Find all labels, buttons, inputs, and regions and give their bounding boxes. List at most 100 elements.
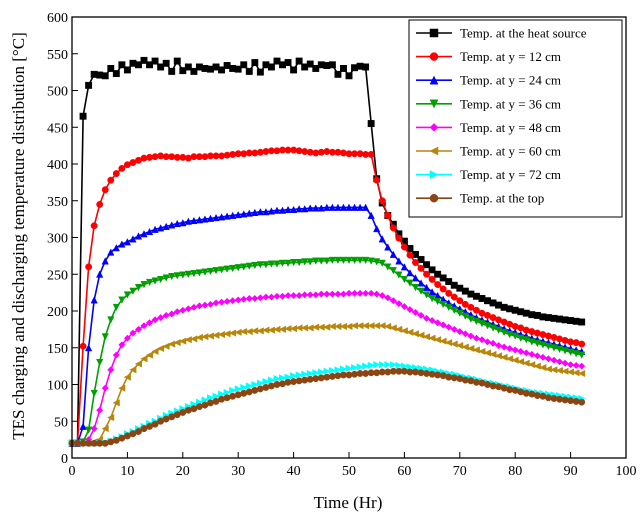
data-point (406, 251, 414, 259)
data-point (328, 61, 336, 69)
data-point (96, 406, 104, 414)
data-point (245, 209, 253, 217)
data-point (429, 123, 439, 132)
data-point (228, 329, 237, 337)
data-point (234, 296, 242, 304)
data-point (107, 176, 115, 184)
data-point (539, 353, 547, 361)
data-point (118, 240, 126, 248)
data-point (555, 366, 563, 375)
data-point (334, 203, 342, 211)
data-point (528, 361, 536, 369)
data-point (456, 341, 464, 350)
data-point (406, 305, 414, 314)
data-point (395, 325, 403, 333)
data-point (356, 256, 364, 265)
data-point (367, 361, 375, 369)
data-point (334, 290, 342, 298)
data-point (184, 336, 192, 344)
data-point (555, 345, 564, 353)
data-point (434, 270, 442, 278)
data-point (544, 365, 552, 373)
data-point (467, 303, 475, 311)
data-point (433, 336, 442, 344)
data-point (162, 222, 170, 230)
data-point (201, 301, 209, 309)
y-tick-label: 350 (47, 195, 68, 210)
y-tick-label: 200 (47, 305, 68, 320)
data-point (190, 335, 198, 343)
data-point (212, 331, 220, 339)
data-point (422, 333, 431, 341)
data-point (201, 268, 209, 276)
data-point (422, 291, 431, 299)
data-point (146, 61, 154, 69)
data-point (306, 258, 314, 266)
data-point (179, 67, 187, 75)
data-point (400, 275, 409, 284)
data-point (439, 285, 447, 293)
data-point (157, 224, 165, 232)
data-point (345, 289, 353, 297)
data-point (350, 203, 359, 211)
data-point (312, 204, 320, 212)
data-point (429, 170, 439, 180)
data-point (112, 351, 120, 359)
data-point (472, 317, 481, 326)
data-point (362, 362, 370, 370)
data-point (328, 366, 337, 375)
data-point (323, 203, 331, 211)
data-point (539, 363, 547, 372)
data-point (284, 292, 292, 300)
data-point (212, 392, 220, 400)
data-point (206, 267, 215, 276)
data-point (494, 352, 503, 360)
data-point (434, 281, 442, 288)
data-point (90, 222, 98, 230)
data-point (339, 290, 348, 298)
data-point (317, 290, 325, 298)
data-point (267, 293, 275, 301)
data-point (223, 297, 231, 305)
data-point (129, 235, 137, 243)
data-point (384, 263, 392, 271)
data-point (240, 295, 248, 303)
data-point (577, 369, 586, 378)
data-point (428, 295, 436, 303)
data-point (400, 263, 409, 271)
data-point (190, 216, 198, 225)
data-point (478, 347, 486, 356)
series-2 (68, 146, 586, 447)
data-point (267, 207, 276, 215)
data-point (423, 270, 431, 278)
y-tick-label: 0 (61, 452, 68, 467)
data-point (461, 300, 469, 308)
data-point (301, 291, 309, 299)
data-point (217, 330, 226, 339)
data-point (278, 292, 287, 300)
data-point (173, 57, 181, 65)
data-point (112, 170, 120, 178)
data-point (367, 289, 375, 297)
x-tick-label: 100 (616, 464, 637, 479)
data-point (516, 358, 525, 366)
data-point (267, 326, 275, 334)
data-point (229, 211, 237, 219)
y-tick-label: 50 (54, 415, 68, 430)
data-point (467, 315, 475, 323)
data-point (162, 274, 170, 282)
series-4 (68, 256, 586, 448)
data-point (107, 316, 115, 324)
data-point (301, 258, 309, 266)
legend-label: Temp. at y = 24 cm (460, 73, 561, 88)
data-point (544, 342, 553, 351)
data-point (229, 297, 237, 305)
data-point (251, 380, 259, 389)
data-point (340, 365, 348, 373)
data-point (157, 314, 165, 322)
data-point (517, 334, 525, 342)
data-point (190, 303, 198, 311)
data-point (118, 384, 126, 392)
data-point (129, 366, 137, 374)
data-point (378, 322, 386, 330)
